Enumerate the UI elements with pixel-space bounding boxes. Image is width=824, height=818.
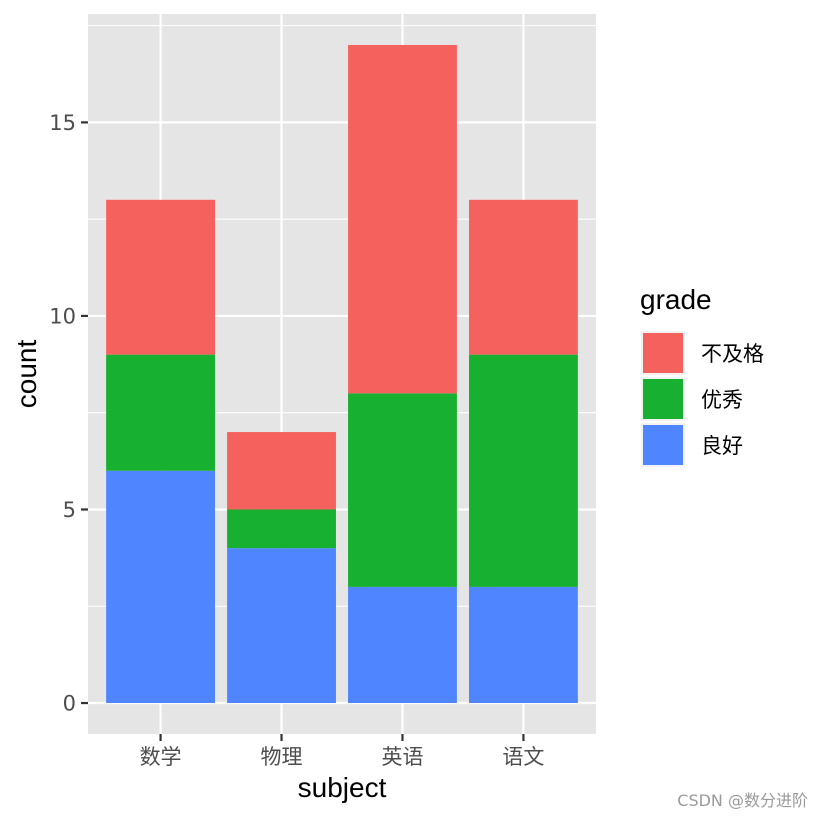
bar-segment (227, 432, 336, 510)
bar-segment (106, 470, 215, 704)
legend-label: 不及格 (701, 342, 764, 366)
legend-swatch (643, 333, 683, 373)
bar-segment (469, 586, 578, 704)
legend-title: grade (640, 284, 712, 315)
y-axis: 0 5 10 15 (49, 111, 88, 716)
y-axis-title: count (11, 340, 42, 409)
bar-segment (469, 199, 578, 355)
y-tick-label: 5 (63, 498, 76, 522)
bar-segment (106, 354, 215, 471)
y-tick-label: 10 (49, 304, 76, 328)
bar-segment (106, 199, 215, 355)
y-tick-label: 0 (63, 692, 76, 716)
x-tick-label: 数学 (140, 745, 182, 769)
legend-swatch (643, 379, 683, 419)
bar-segment (227, 509, 336, 549)
bar-segment (348, 393, 457, 587)
bar-segment (469, 354, 578, 587)
x-tick-label: 英语 (381, 745, 423, 769)
x-tick-label: 语文 (502, 745, 544, 769)
watermark: CSDN @数分进阶 (677, 791, 808, 810)
y-tick-label: 15 (49, 111, 76, 135)
legend-label: 良好 (701, 434, 743, 458)
legend-label: 优秀 (701, 388, 743, 412)
x-tick-label: 物理 (261, 745, 303, 769)
bar-segment (348, 586, 457, 704)
legend-swatch (643, 425, 683, 465)
bar-segment (348, 44, 457, 394)
x-axis-title: subject (298, 772, 387, 803)
x-axis: 数学 物理 英语 语文 (140, 734, 544, 769)
bar-segment (227, 548, 336, 704)
bars (106, 44, 578, 704)
